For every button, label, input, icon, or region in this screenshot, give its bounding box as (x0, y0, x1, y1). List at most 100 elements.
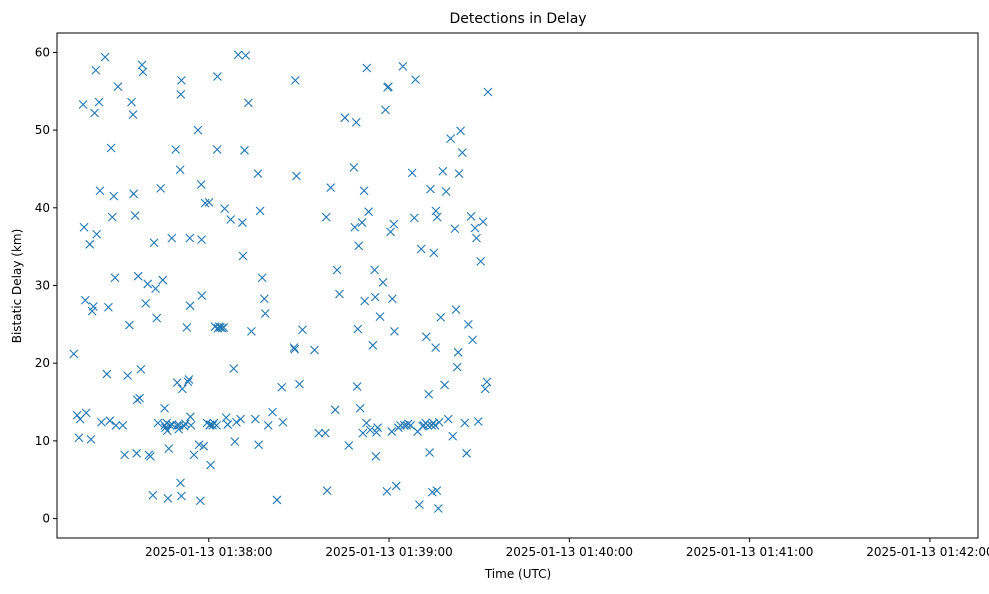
data-point (91, 65, 101, 75)
data-point (290, 76, 300, 85)
data-point (175, 165, 185, 175)
data-point (362, 63, 372, 73)
data-point (483, 87, 493, 97)
data-point (423, 420, 433, 430)
data-point (335, 289, 344, 299)
data-point (80, 295, 90, 305)
y-tick-label: 10 (35, 434, 50, 448)
y-axis-label: Bistatic Delay (km) (10, 229, 24, 344)
data-point (250, 414, 260, 424)
data-point (253, 169, 263, 179)
data-point (424, 389, 434, 399)
data-point (152, 313, 162, 323)
data-point (223, 420, 233, 429)
data-point (156, 183, 166, 193)
data-point (396, 420, 405, 430)
data-point (357, 218, 367, 227)
data-point (149, 238, 159, 248)
data-point (238, 251, 248, 261)
data-point (185, 233, 195, 243)
data-point (278, 417, 288, 427)
data-point (349, 163, 359, 172)
x-tick-label: 2025-01-13 01:41:00 (686, 545, 813, 559)
data-point (241, 51, 251, 60)
data-point (199, 441, 209, 451)
data-point (295, 379, 304, 389)
data-point (344, 441, 354, 450)
data-point (174, 424, 184, 434)
data-point (153, 418, 163, 428)
data-point (100, 52, 110, 62)
data-point (352, 382, 362, 391)
y-tick-label: 50 (35, 123, 50, 137)
data-point (289, 343, 299, 353)
data-point (69, 349, 79, 359)
data-point (330, 405, 340, 415)
data-point (212, 145, 222, 154)
x-axis-label: Time (UTC) (484, 567, 551, 581)
data-point (480, 384, 490, 394)
data-point (431, 343, 441, 353)
data-point (151, 284, 160, 293)
data-point (197, 291, 207, 300)
data-point (421, 332, 431, 342)
data-point (391, 481, 401, 491)
data-point (263, 420, 273, 430)
data-point (272, 495, 282, 505)
data-point (195, 496, 205, 506)
data-point (128, 110, 138, 119)
data-point (177, 76, 186, 85)
data-point (92, 229, 102, 239)
data-point (74, 433, 84, 443)
data-point (233, 50, 243, 60)
data-point (370, 292, 380, 302)
data-points (69, 50, 493, 513)
data-point (360, 296, 370, 306)
data-point (254, 440, 264, 450)
data-point (163, 493, 173, 503)
data-point (220, 204, 230, 213)
data-point (463, 319, 473, 329)
data-point (102, 369, 112, 379)
data-point (298, 325, 307, 335)
data-point (411, 75, 420, 85)
data-point (351, 117, 361, 127)
data-point (468, 335, 477, 345)
x-tick-label: 2025-01-13 01:39:00 (325, 545, 452, 559)
data-point (212, 420, 221, 430)
data-point (88, 302, 98, 311)
data-point (387, 294, 397, 304)
y-tick-label: 20 (35, 356, 50, 370)
data-point (158, 275, 168, 285)
data-point (189, 450, 199, 460)
data-point (389, 219, 399, 229)
data-point (354, 241, 364, 251)
data-point (365, 425, 375, 435)
data-point (164, 444, 174, 454)
data-point (81, 408, 91, 418)
data-point (123, 371, 133, 381)
data-point (186, 412, 195, 422)
data-point (86, 434, 96, 444)
data-point (358, 428, 368, 438)
data-point (416, 244, 426, 254)
data-point (436, 312, 446, 322)
data-point (454, 169, 464, 179)
data-point (425, 448, 434, 457)
data-point (382, 486, 392, 496)
data-point (375, 312, 385, 321)
x-tick-label: 2025-01-13 01:38:00 (145, 545, 272, 559)
y-tick-label: 40 (35, 201, 50, 215)
axis-ticks: 0 10 20 30 40 50 60 2025-01-13 01:38:00 2025-01-… (35, 45, 989, 559)
data-point (326, 183, 336, 192)
data-point (432, 486, 442, 495)
data-point (238, 218, 247, 227)
data-point (130, 211, 140, 220)
data-point (196, 180, 206, 189)
data-point (438, 166, 448, 176)
data-point (172, 378, 182, 388)
data-point (364, 207, 373, 217)
y-tick-label: 60 (35, 45, 50, 59)
